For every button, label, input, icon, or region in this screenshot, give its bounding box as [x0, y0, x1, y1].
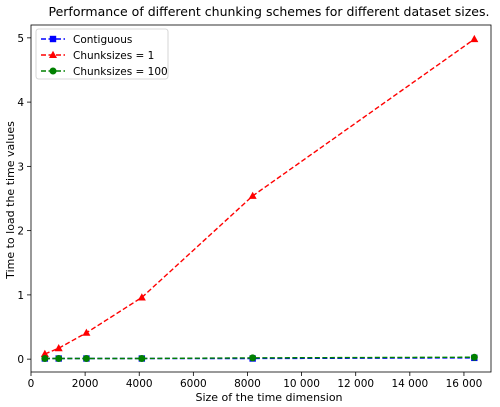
x-tick-label: 2000 — [72, 378, 99, 390]
x-tick-label: 16 000 — [446, 378, 483, 390]
legend-entry: Chunksizes = 100 — [73, 66, 168, 78]
y-tick-label: 2 — [17, 226, 24, 238]
series-line — [44, 356, 475, 360]
legend-box — [35, 28, 169, 80]
x-tick-label: 6000 — [180, 378, 207, 390]
data-point — [470, 34, 479, 43]
plot-frame — [30, 24, 492, 373]
data-point — [137, 293, 146, 301]
data-point — [82, 355, 90, 363]
data-point — [41, 355, 49, 363]
series-line — [44, 38, 475, 355]
plot-area: 0 2000 4000 6000 8000 10 000 12 000 14 000 16 00… — [17, 24, 492, 390]
legend-entry: Contiguous — [73, 34, 132, 46]
data-point — [54, 344, 63, 352]
legend-marker — [49, 67, 57, 75]
y-tick-label: 0 — [17, 354, 24, 366]
x-tick-label: 8000 — [234, 378, 261, 390]
legend-entry: Chunksizes = 1 — [73, 50, 154, 62]
legend-marker — [49, 50, 57, 58]
x-tick-label: 0 — [28, 378, 35, 390]
y-tick-label: 4 — [17, 97, 24, 109]
data-point — [40, 349, 49, 358]
legend-marker — [49, 35, 57, 43]
chart-title: Performance of different chunking scheme… — [49, 4, 490, 19]
y-tick-label: 5 — [17, 33, 24, 45]
x-tick-label: 4000 — [126, 378, 153, 390]
x-tick-label: 10 000 — [283, 378, 320, 390]
y-axis-label: Time to load the time values — [4, 121, 17, 280]
series-2 — [41, 353, 478, 363]
data-point — [248, 191, 257, 199]
data-point — [82, 328, 91, 336]
legend: Contiguous Chunksizes = 1 Chunksizes = 100 — [35, 28, 169, 80]
data-point — [138, 355, 146, 363]
x-axis-label: Size of the time dimension — [195, 391, 342, 404]
data-point — [249, 354, 257, 362]
data-point — [470, 353, 478, 361]
y-tick-label: 1 — [17, 290, 24, 302]
x-tick-label: 14 000 — [391, 378, 428, 390]
data-point — [55, 355, 63, 363]
series-1 — [40, 34, 479, 358]
x-tick-label: 12 000 — [337, 378, 374, 390]
y-tick-label: 3 — [17, 161, 24, 173]
